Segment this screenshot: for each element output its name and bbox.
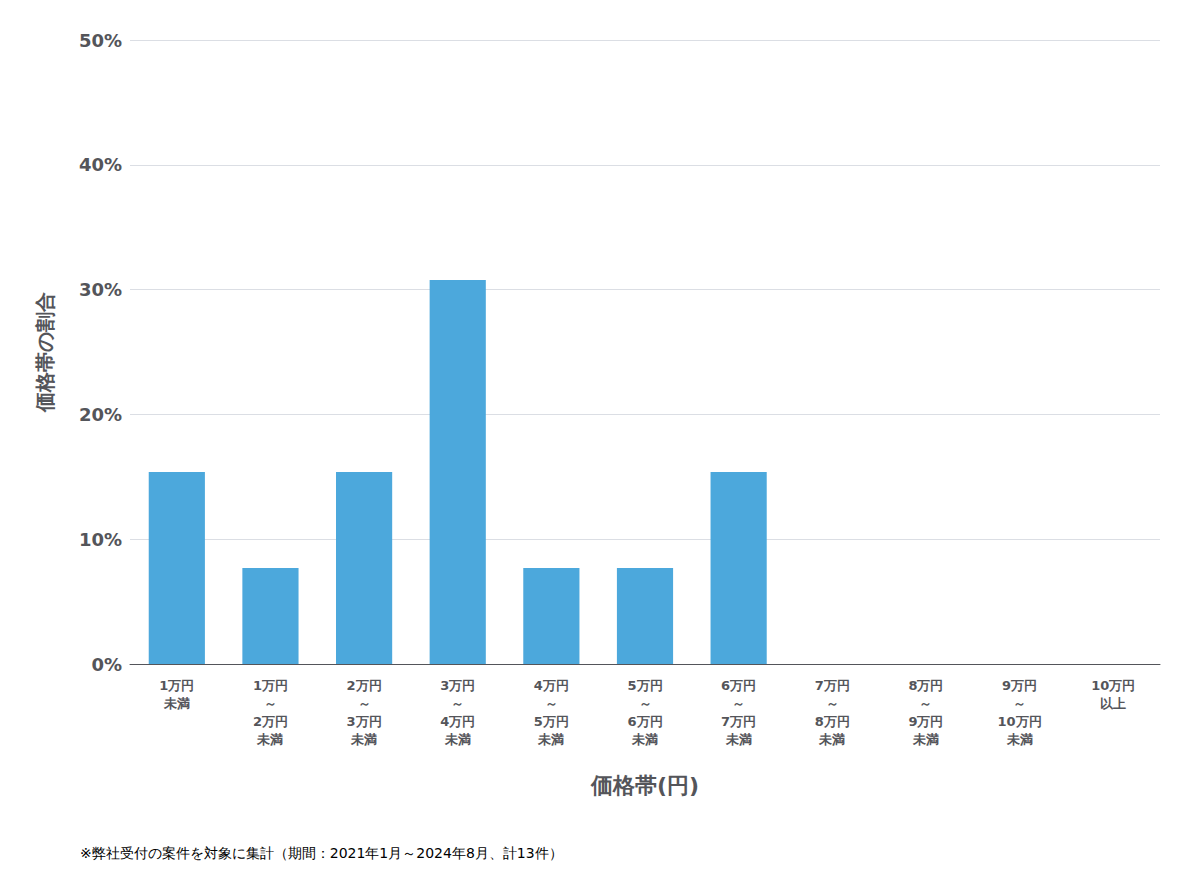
svg-text:～: ～ bbox=[451, 696, 464, 711]
svg-text:40%: 40% bbox=[79, 154, 122, 175]
svg-text:未満: 未満 bbox=[818, 732, 845, 747]
svg-text:8万円: 8万円 bbox=[908, 678, 943, 693]
svg-text:6万円: 6万円 bbox=[721, 678, 756, 693]
svg-text:1万円: 1万円 bbox=[159, 678, 194, 693]
svg-text:50%: 50% bbox=[79, 30, 122, 51]
svg-text:8万円: 8万円 bbox=[815, 714, 850, 729]
svg-text:～: ～ bbox=[545, 696, 558, 711]
svg-text:1万円: 1万円 bbox=[253, 678, 288, 693]
svg-text:未満: 未満 bbox=[350, 732, 377, 747]
svg-text:※弊社受付の案件を対象に集計（期間：2021年1月～2024: ※弊社受付の案件を対象に集計（期間：2021年1月～2024年8月、計13件） bbox=[80, 845, 563, 861]
svg-text:未満: 未満 bbox=[444, 732, 471, 747]
svg-text:2万円: 2万円 bbox=[347, 678, 382, 693]
svg-text:5万円: 5万円 bbox=[627, 678, 662, 693]
svg-text:未満: 未満 bbox=[725, 732, 752, 747]
svg-text:価格帯の割合: 価格帯の割合 bbox=[33, 292, 57, 413]
svg-text:～: ～ bbox=[358, 696, 371, 711]
svg-text:～: ～ bbox=[1013, 696, 1026, 711]
svg-text:～: ～ bbox=[919, 696, 932, 711]
svg-text:3万円: 3万円 bbox=[440, 678, 475, 693]
svg-text:4万円: 4万円 bbox=[440, 714, 475, 729]
svg-text:20%: 20% bbox=[79, 404, 122, 425]
svg-text:2万円: 2万円 bbox=[253, 714, 288, 729]
svg-text:～: ～ bbox=[826, 696, 839, 711]
svg-text:10万円: 10万円 bbox=[997, 714, 1041, 729]
svg-text:未満: 未満 bbox=[912, 732, 939, 747]
svg-text:未満: 未満 bbox=[631, 732, 658, 747]
svg-text:7万円: 7万円 bbox=[721, 714, 756, 729]
svg-text:9万円: 9万円 bbox=[908, 714, 943, 729]
svg-text:10%: 10% bbox=[79, 529, 122, 550]
svg-text:未満: 未満 bbox=[256, 732, 283, 747]
svg-text:0%: 0% bbox=[91, 654, 122, 675]
svg-text:7万円: 7万円 bbox=[815, 678, 850, 693]
svg-text:4万円: 4万円 bbox=[534, 678, 569, 693]
svg-text:以上: 以上 bbox=[1100, 696, 1126, 711]
svg-text:～: ～ bbox=[639, 696, 652, 711]
svg-text:30%: 30% bbox=[79, 279, 122, 300]
svg-text:～: ～ bbox=[264, 696, 277, 711]
svg-text:価格帯(円): 価格帯(円) bbox=[590, 773, 699, 798]
svg-text:5万円: 5万円 bbox=[534, 714, 569, 729]
svg-text:未満: 未満 bbox=[163, 696, 190, 711]
svg-text:6万円: 6万円 bbox=[627, 714, 662, 729]
svg-text:未満: 未満 bbox=[537, 732, 564, 747]
svg-text:10万円: 10万円 bbox=[1091, 678, 1135, 693]
svg-text:未満: 未満 bbox=[1006, 732, 1033, 747]
svg-text:9万円: 9万円 bbox=[1002, 678, 1037, 693]
svg-text:～: ～ bbox=[732, 696, 745, 711]
svg-text:3万円: 3万円 bbox=[347, 714, 382, 729]
